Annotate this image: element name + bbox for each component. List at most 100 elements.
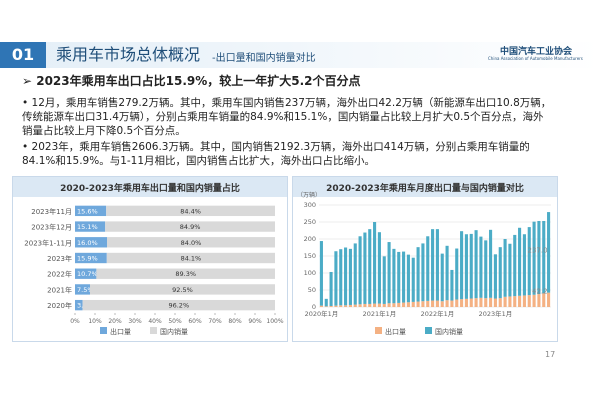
legend-label: 出口量 — [385, 327, 406, 336]
y-tick-label: 2023年12月 — [31, 223, 72, 232]
y-tick-label: 100 — [304, 269, 316, 277]
bar-segment — [547, 292, 551, 307]
bar-segment — [493, 254, 497, 299]
bar-segment — [96, 268, 276, 279]
bar-segment — [358, 236, 362, 305]
bar-segment — [532, 294, 536, 307]
y-axis-label: （万辆） — [297, 191, 321, 199]
bar-segment — [426, 300, 430, 307]
legend-label: 国内销量 — [435, 327, 463, 336]
bar-segment — [484, 298, 488, 307]
data-label: 84.9% — [180, 223, 201, 231]
bar-segment — [411, 257, 415, 302]
x-tick-label: 20% — [108, 318, 122, 325]
data-label: 84.4% — [180, 207, 201, 215]
section-subtitle: -出口量和国内销量对比 — [212, 53, 316, 64]
legend-swatch — [100, 327, 107, 334]
y-tick-label: 150 — [304, 252, 316, 260]
bar-segment — [329, 305, 333, 307]
bar-segment — [522, 295, 526, 307]
x-tick-label: 70% — [208, 318, 222, 325]
data-label: 42.2 — [532, 288, 548, 296]
bar-segment — [469, 233, 473, 299]
bar-segment — [460, 231, 464, 300]
bar-segment — [508, 243, 512, 297]
bar-segment — [75, 221, 106, 232]
data-label: 15.9% — [77, 255, 98, 263]
bar-segment — [397, 302, 401, 307]
bar-segment — [329, 271, 333, 306]
x-tick-label: 2020年1月 — [305, 309, 339, 318]
bar-segment — [387, 242, 391, 304]
y-tick-label: 300 — [304, 201, 316, 209]
bar-segment — [445, 300, 449, 307]
data-label: 7.5% — [77, 286, 94, 294]
bullet-text: 2023年，乘用车销售2606.3万辆。其中，国内销售2192.3万辆，海外出口… — [22, 141, 530, 167]
y-tick-label: 2023年 — [47, 254, 72, 263]
bullet: • 12月，乘用车销售279.2万辆。其中，乘用车国内销售237万辆，海外出口4… — [22, 97, 552, 137]
bar-segment — [105, 221, 275, 232]
y-tick-label: 2023年11月 — [31, 207, 72, 216]
bar-segment — [382, 256, 386, 304]
bar-segment — [450, 300, 454, 307]
bar-segment — [542, 220, 546, 294]
bar-segment — [527, 295, 531, 307]
bar-segment — [348, 304, 352, 307]
bar-segment — [537, 294, 541, 307]
bar-segment — [382, 303, 386, 307]
bar-segment — [397, 251, 401, 303]
bar-segment — [503, 296, 507, 307]
bar-segment — [450, 269, 454, 301]
y-tick-label: 2020年 — [47, 301, 72, 310]
legend-swatch — [425, 327, 432, 334]
bar-segment — [339, 305, 343, 307]
logo-text-en: China Association of Automobile Manufact… — [488, 56, 583, 61]
bar-segment — [334, 305, 338, 307]
bar-segment — [368, 229, 372, 304]
headline-text: 2023年乘用车出口占比15.9%，较上一年扩大5.2个百分点 — [36, 74, 361, 88]
bar-segment — [474, 298, 478, 307]
chart-title: 2020-2023年乘用车出口量和国内销量占比 — [60, 182, 240, 194]
y-tick-label: 0 — [312, 303, 316, 311]
data-label: 10.7% — [77, 270, 98, 278]
bar-segment — [474, 230, 478, 299]
bar-segment — [406, 254, 410, 303]
y-tick-label: 250 — [304, 218, 316, 226]
bar-segment — [402, 302, 406, 307]
bar-segment — [426, 236, 430, 301]
bar-segment — [489, 229, 493, 298]
title-band — [293, 177, 557, 197]
bar-segment — [518, 227, 522, 296]
data-label: 16.0% — [77, 239, 98, 247]
bar-segment — [469, 298, 473, 307]
bar-segment — [445, 245, 449, 301]
data-label: 237.0 — [528, 246, 548, 254]
bar-segment — [484, 240, 488, 299]
legend-swatch — [375, 327, 382, 334]
bar-segment — [75, 237, 107, 248]
bar-segment — [416, 301, 420, 307]
legend-label: 国内销量 — [160, 327, 188, 336]
bar-segment — [353, 304, 357, 307]
bar-segment — [363, 232, 367, 304]
bar-segment — [532, 221, 536, 295]
bar-segment — [489, 297, 493, 307]
bar-segment — [377, 303, 381, 307]
bar-segment — [90, 284, 275, 295]
bar-segment — [392, 303, 396, 307]
x-tick-label: 60% — [188, 318, 202, 325]
bar-segment — [460, 299, 464, 307]
bar-segment — [344, 305, 348, 307]
x-tick-label: 80% — [228, 318, 242, 325]
x-tick-label: 2022年1月 — [421, 309, 455, 318]
bar-segment — [82, 299, 275, 311]
bar-segment — [373, 303, 377, 307]
data-label: 96.2% — [168, 302, 189, 310]
bar-segment — [518, 295, 522, 307]
bar-segment — [464, 234, 468, 299]
legend-swatch — [150, 327, 157, 334]
bar-segment — [431, 300, 435, 307]
bar-segment — [363, 303, 367, 307]
bar-segment — [353, 243, 357, 305]
